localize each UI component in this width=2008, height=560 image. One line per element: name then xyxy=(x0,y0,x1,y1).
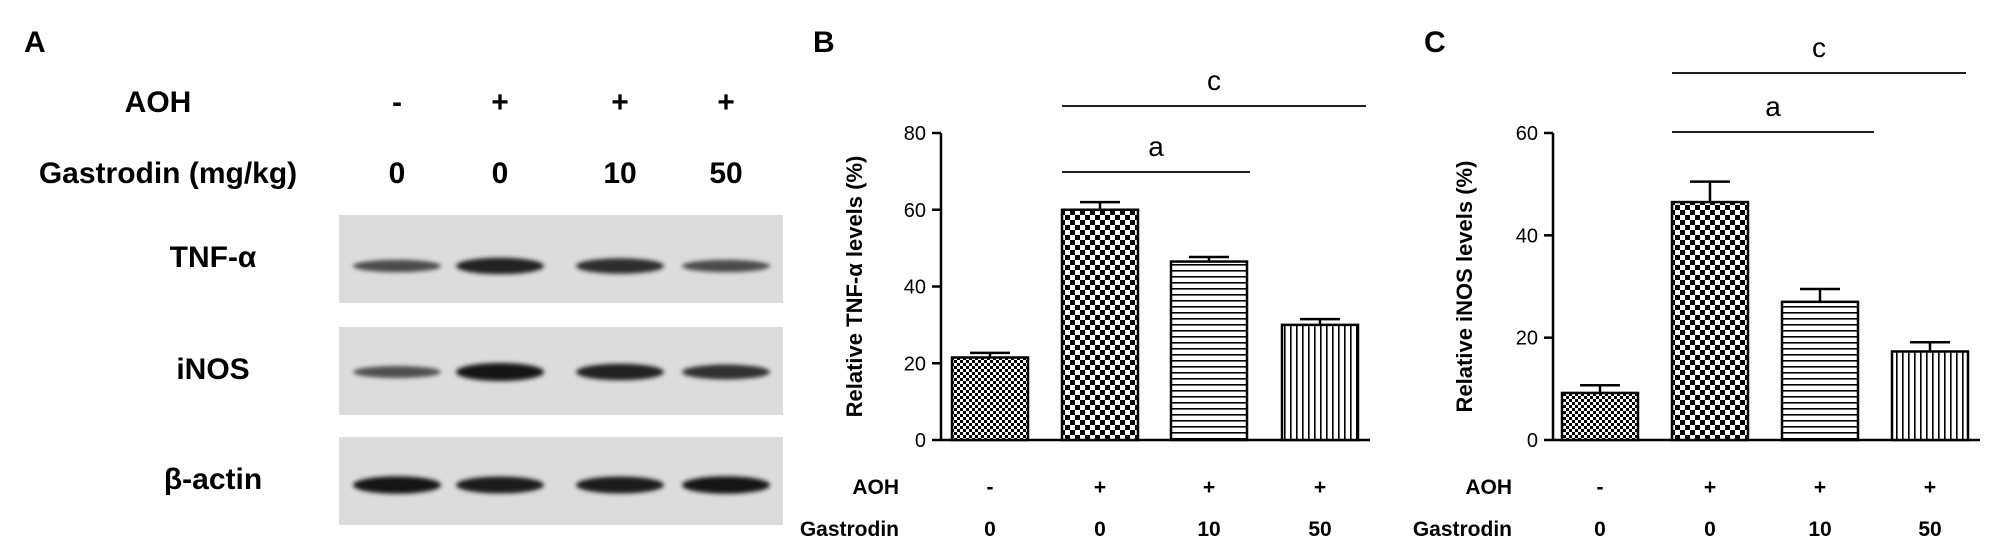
condition-value: 0 xyxy=(1704,518,1716,541)
blot-band xyxy=(456,363,544,381)
condition-value: 0 xyxy=(984,518,996,541)
panel-a-letter: A xyxy=(24,26,46,59)
lane-dose-label: 0 xyxy=(492,157,509,190)
y-tick-label: 60 xyxy=(904,200,926,222)
blot-band xyxy=(576,476,664,494)
y-tick-label: 0 xyxy=(915,430,926,452)
aoh-row-label: AOH xyxy=(125,86,192,119)
lane-dose-label: 50 xyxy=(709,157,742,190)
blot-band xyxy=(456,476,544,494)
blot-strips: TNF-α iNOS β-actin xyxy=(164,215,783,525)
blot-label: TNF-α xyxy=(170,241,257,274)
blot-strip: TNF-α xyxy=(170,215,783,303)
lane-aoh-sign: + xyxy=(611,86,629,119)
lane-aoh-sign: - xyxy=(392,86,402,119)
condition-value: 50 xyxy=(1918,518,1941,541)
condition-value: + xyxy=(1203,476,1215,499)
blot-band xyxy=(353,366,441,378)
blot-label: iNOS xyxy=(176,353,249,386)
condition-value: + xyxy=(1814,476,1826,499)
blot-label: β-actin xyxy=(164,463,262,496)
blot-strip: β-actin xyxy=(164,437,783,525)
blot-band xyxy=(353,259,441,273)
gastrodin-row-label: Gastrodin (mg/kg) xyxy=(39,157,297,190)
condition-value: 0 xyxy=(1094,518,1106,541)
bar xyxy=(1060,208,1140,442)
condition-row-label: Gastrodin xyxy=(800,518,899,541)
lane-dose-label: 0 xyxy=(389,157,406,190)
lane-dose-label: 10 xyxy=(603,157,636,190)
bar xyxy=(1560,391,1640,442)
y-tick-label: 20 xyxy=(1516,328,1538,350)
lane-aoh-sign: + xyxy=(491,86,509,119)
condition-value: 10 xyxy=(1197,518,1220,541)
y-tick-label: 40 xyxy=(1516,225,1538,247)
lane-labels: - 0 +0 +10 +50 xyxy=(389,86,743,190)
condition-value: + xyxy=(1924,476,1936,499)
y-axis-title: Relative iNOS levels (%) xyxy=(1452,161,1477,413)
blot-band xyxy=(682,364,770,380)
condition-value: + xyxy=(1704,476,1716,499)
blot-band xyxy=(456,257,544,275)
significance-label: c xyxy=(1812,32,1826,63)
panel-letter: B xyxy=(813,26,835,59)
condition-value: + xyxy=(1314,476,1326,499)
bar xyxy=(1890,350,1970,442)
condition-row-label: AOH xyxy=(852,476,899,499)
bar xyxy=(1169,260,1249,442)
condition-value: 50 xyxy=(1308,518,1331,541)
bar xyxy=(1280,323,1360,442)
y-tick-label: 40 xyxy=(904,277,926,299)
condition-row-label: Gastrodin xyxy=(1413,518,1512,541)
condition-value: - xyxy=(1597,476,1604,499)
panel-a-western-blot: A AOH Gastrodin (mg/kg) - 0 +0 +10 +50 TNF-α… xyxy=(24,26,783,525)
significance-label: a xyxy=(1765,91,1781,122)
bar xyxy=(1670,200,1750,442)
lane-aoh-sign: + xyxy=(717,86,735,119)
significance-label: a xyxy=(1148,131,1164,162)
y-tick-label: 80 xyxy=(904,123,926,145)
blot-band xyxy=(682,259,770,273)
panel-c-chart: C Relative iNOS levels (%) 0 20 40 60 AOH - + + + G… xyxy=(1413,26,1980,541)
y-tick-label: 20 xyxy=(904,353,926,375)
blot-band xyxy=(682,476,770,494)
bar xyxy=(1780,300,1860,442)
blot-strip: iNOS xyxy=(176,327,783,415)
condition-value: - xyxy=(987,476,994,499)
blot-band xyxy=(576,363,664,381)
condition-value: 10 xyxy=(1808,518,1831,541)
significance-label: c xyxy=(1207,65,1221,96)
blot-background xyxy=(339,215,783,303)
blot-band xyxy=(576,258,664,274)
condition-row-label: AOH xyxy=(1465,476,1512,499)
y-tick-label: 60 xyxy=(1516,123,1538,145)
blot-band xyxy=(353,476,441,494)
condition-value: 0 xyxy=(1594,518,1606,541)
panel-b-chart: B Relative TNF-α levels (%) 0 20 40 60 80 AOH - +… xyxy=(800,26,1370,541)
condition-value: + xyxy=(1094,476,1106,499)
y-axis-title: Relative TNF-α levels (%) xyxy=(842,156,867,418)
panel-letter: C xyxy=(1424,26,1446,59)
y-tick-label: 0 xyxy=(1527,430,1538,452)
bar xyxy=(950,356,1030,442)
